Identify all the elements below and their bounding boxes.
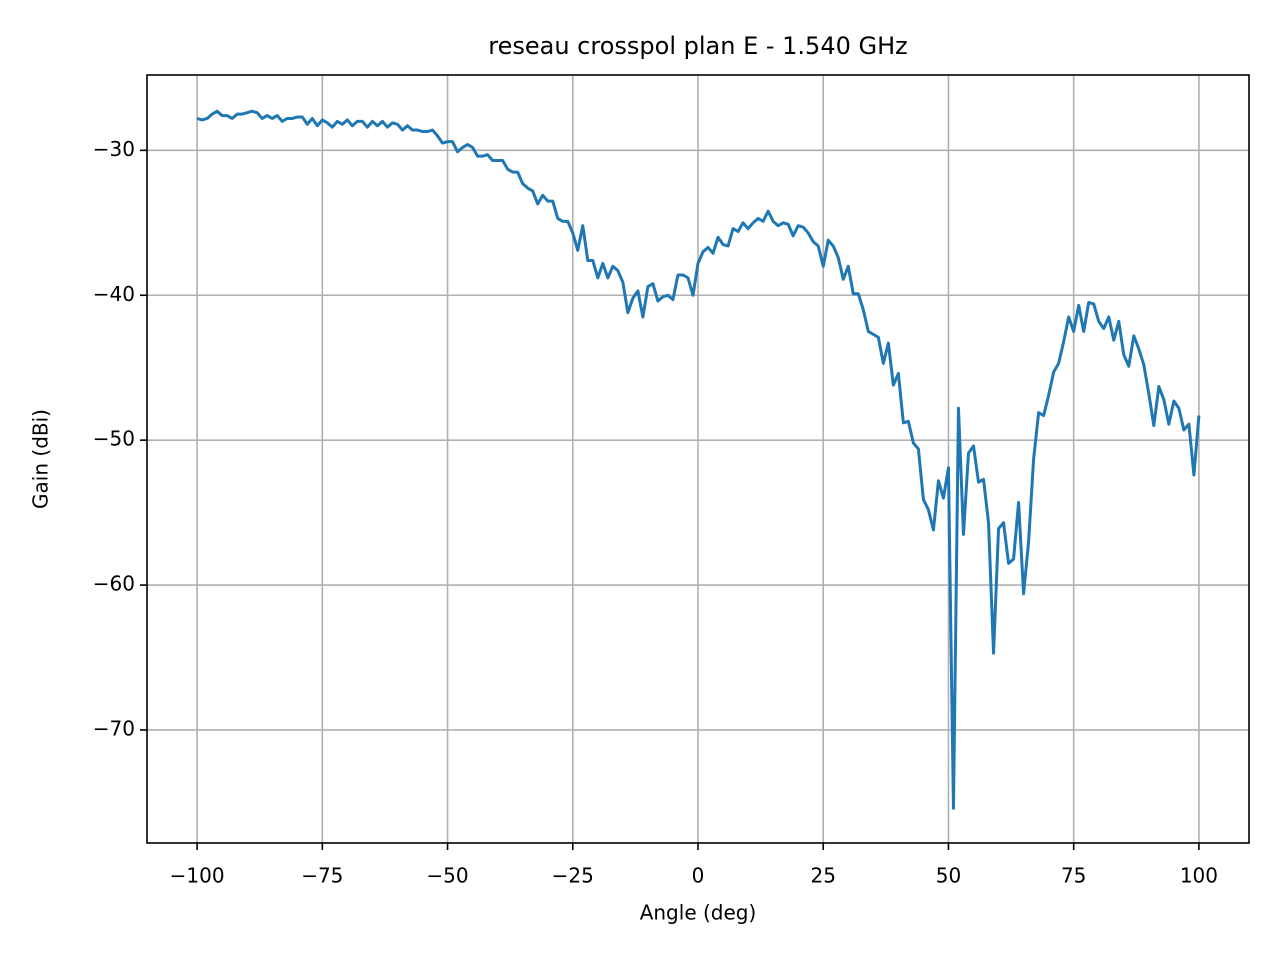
x-axis-label: Angle (deg) [640,901,757,925]
plot-frame [146,74,1250,844]
x-tick-label: 100 [1180,864,1218,888]
y-tick-label: −60 [93,572,135,596]
y-axis-label: Gain (dBi) [29,409,53,509]
x-tick-label: 75 [1061,864,1086,888]
x-tick-label: −25 [552,864,594,888]
y-tick-label: −70 [93,716,135,740]
data-line [196,109,1201,810]
x-tick-label: 25 [811,864,836,888]
x-tick-label: −100 [170,864,225,888]
y-tick-label: −50 [93,427,135,451]
x-tick-label: −75 [301,864,343,888]
y-tick-label: −40 [93,282,135,306]
x-tick-label: 0 [692,864,705,888]
x-tick-label: −50 [426,864,468,888]
y-tick-label: −30 [93,137,135,161]
chart-title: reseau crosspol plan E - 1.540 GHz [488,32,907,60]
x-tick-label: 50 [936,864,961,888]
